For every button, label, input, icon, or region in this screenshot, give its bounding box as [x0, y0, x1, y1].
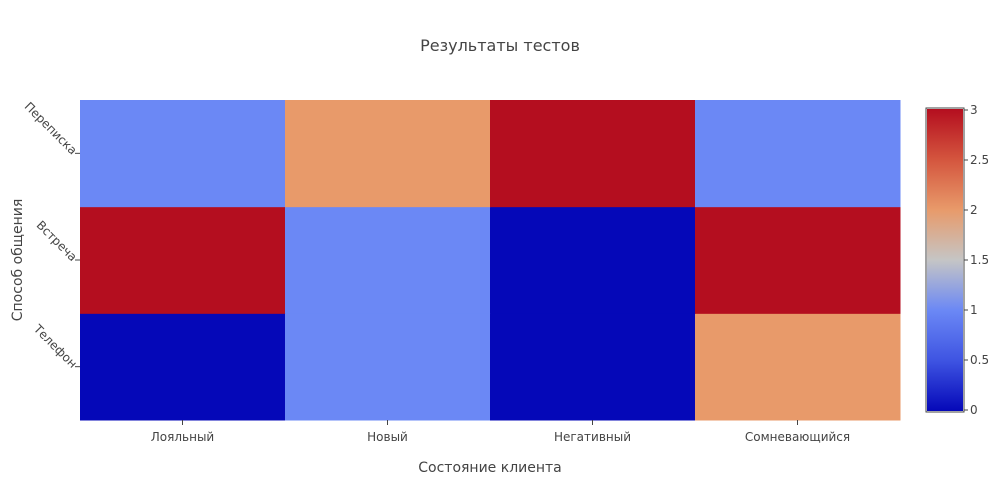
x-tick-label: Новый	[367, 430, 408, 444]
y-tick-label: Встреча	[34, 218, 80, 264]
colorbar-tick-label: 3	[970, 103, 978, 117]
heatmap-cell	[80, 313, 286, 421]
x-tick-label: Лояльный	[151, 430, 214, 444]
colorbar-tick-label: 2.5	[970, 153, 989, 167]
colorbar-tick-label: 1.5	[970, 253, 989, 267]
heatmap-cell	[80, 206, 286, 314]
chart-title: Результаты тестов	[420, 36, 580, 55]
heatmap-cell	[695, 206, 901, 314]
colorbar-tick-label: 0	[970, 403, 978, 417]
y-axis-title: Способ общения	[10, 199, 26, 322]
heatmap-cells	[80, 100, 901, 421]
heatmap-cell	[490, 313, 696, 421]
colorbar-tick-label: 0.5	[970, 353, 989, 367]
heatmap-cell	[285, 206, 491, 314]
x-tick-label: Сомневающийся	[745, 430, 850, 444]
y-axis-ticks: Телефон Встреча Переписка	[22, 99, 80, 371]
y-tick-label: Переписка	[22, 99, 80, 157]
heatmap-cell	[490, 100, 696, 208]
heatmap-cell	[285, 100, 491, 208]
heatmap-cell	[80, 100, 286, 208]
x-axis-title: Состояние клиента	[418, 460, 562, 476]
heatmap-cell	[490, 206, 696, 314]
heatmap-cell	[695, 313, 901, 421]
x-tick-label: Негативный	[554, 430, 631, 444]
y-tick-label: Телефон	[30, 321, 80, 371]
heatmap-cell	[285, 313, 491, 421]
x-axis-ticks: Лояльный Новый Негативный Сомневающийся	[151, 420, 850, 444]
colorbar-gradient	[927, 109, 963, 411]
colorbar: 0 0.5 1 1.5 2 2.5 3	[925, 103, 989, 417]
colorbar-tick-label: 2	[970, 203, 978, 217]
heatmap-cell	[695, 100, 901, 208]
colorbar-ticks: 0 0.5 1 1.5 2 2.5 3	[964, 103, 989, 417]
colorbar-tick-label: 1	[970, 303, 978, 317]
